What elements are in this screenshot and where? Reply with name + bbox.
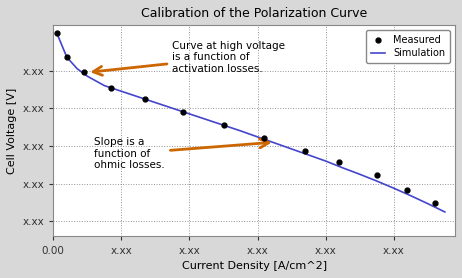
- Text: Curve at high voltage
is a function of
activation losses.: Curve at high voltage is a function of a…: [93, 41, 286, 75]
- Measured: [303, 150, 308, 153]
- Line: Simulation: Simulation: [57, 33, 445, 212]
- Text: Slope is a
function of
ohmic losses.: Slope is a function of ohmic losses.: [94, 137, 269, 170]
- Measured: [221, 123, 226, 127]
- Simulation: [323, 159, 328, 163]
- Simulation: [152, 101, 158, 104]
- Simulation: [136, 95, 141, 99]
- Simulation: [255, 135, 261, 138]
- Legend: Measured, Simulation: Measured, Simulation: [366, 30, 450, 63]
- Simulation: [54, 31, 60, 34]
- Simulation: [442, 210, 448, 214]
- Measured: [336, 160, 342, 163]
- Simulation: [170, 106, 175, 110]
- Simulation: [289, 147, 294, 151]
- Simulation: [221, 123, 226, 127]
- Measured: [109, 86, 114, 89]
- Simulation: [306, 153, 311, 157]
- Simulation: [408, 194, 413, 197]
- X-axis label: Current Density [A/cm^2]: Current Density [A/cm^2]: [182, 261, 327, 271]
- Simulation: [119, 90, 124, 93]
- Simulation: [64, 56, 70, 59]
- Measured: [180, 110, 185, 114]
- Simulation: [238, 129, 243, 133]
- Simulation: [204, 118, 209, 121]
- Simulation: [340, 166, 346, 170]
- Y-axis label: Cell Voltage [V]: Cell Voltage [V]: [7, 88, 17, 174]
- Measured: [261, 137, 267, 140]
- Simulation: [74, 67, 80, 70]
- Measured: [54, 31, 60, 34]
- Simulation: [357, 173, 363, 176]
- Simulation: [272, 141, 277, 145]
- Measured: [432, 202, 438, 205]
- Measured: [374, 174, 379, 177]
- Simulation: [391, 187, 396, 190]
- Measured: [142, 97, 148, 100]
- Simulation: [425, 202, 431, 205]
- Measured: [405, 188, 410, 192]
- Line: Measured: Measured: [54, 30, 437, 206]
- Measured: [81, 71, 87, 74]
- Title: Calibration of the Polarization Curve: Calibration of the Polarization Curve: [141, 7, 367, 20]
- Measured: [64, 56, 70, 59]
- Simulation: [85, 75, 90, 78]
- Simulation: [374, 179, 379, 183]
- Simulation: [187, 112, 192, 116]
- Simulation: [102, 84, 107, 87]
